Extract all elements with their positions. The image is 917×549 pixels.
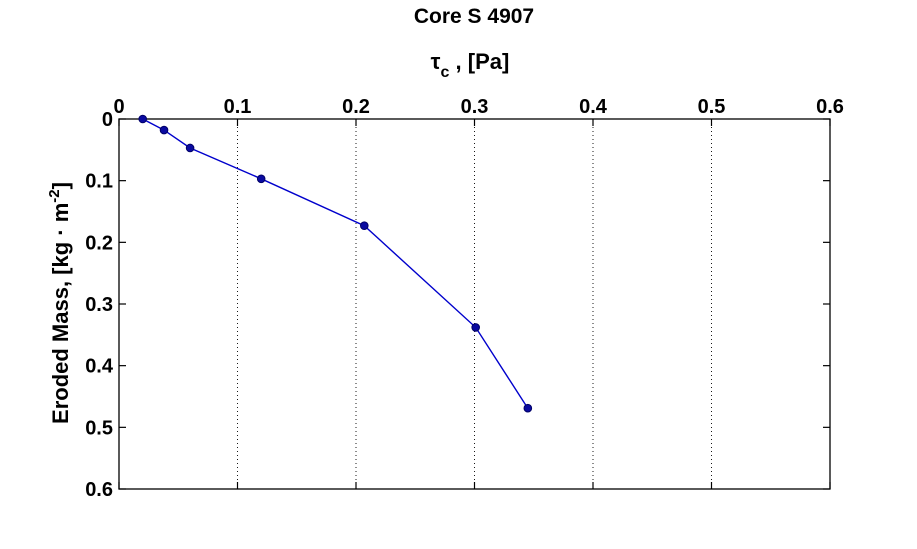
y-axis-label-superscript: -2 bbox=[46, 189, 63, 202]
x-tick-label: 0.6 bbox=[816, 96, 844, 118]
y-tick-label: 0 bbox=[102, 109, 113, 131]
y-axis-label-main: Eroded Mass, [kg · m bbox=[48, 203, 73, 424]
x-axis-label-subscript: c bbox=[441, 64, 450, 81]
data-point bbox=[256, 174, 266, 184]
x-tick-label: 0.5 bbox=[698, 96, 726, 118]
data-point bbox=[359, 221, 369, 230]
y-tick-label: 0.4 bbox=[85, 356, 114, 378]
chart-title: Core S 4907 bbox=[414, 5, 534, 28]
y-tick-label: 0.3 bbox=[85, 294, 113, 316]
data-point bbox=[159, 125, 169, 135]
series-line bbox=[142, 118, 529, 409]
x-tick-label: 0.1 bbox=[224, 96, 252, 118]
data-point bbox=[523, 403, 533, 413]
y-tick-label: 0.2 bbox=[85, 232, 113, 254]
data-series bbox=[138, 114, 533, 413]
grid-lines bbox=[237, 119, 712, 489]
y-tick-label: 0.5 bbox=[85, 417, 113, 439]
x-tick-label: 0 bbox=[113, 96, 124, 118]
y-tick-label: 0.6 bbox=[85, 479, 113, 501]
y-axis-label: Eroded Mass, [kg · m-2] bbox=[46, 182, 73, 424]
x-axis-label-unit: , [Pa] bbox=[449, 49, 509, 74]
y-axis-label-close: ] bbox=[48, 182, 73, 189]
x-tick-label: 0.2 bbox=[342, 96, 370, 118]
data-point bbox=[471, 323, 480, 332]
plot-area-frame bbox=[118, 118, 831, 490]
axis-ticks: 0 0.1 0.2 0.3 0.4 0.5 0.6 0 0.1 0.2 0.3 0.4 0.5 0.6 bbox=[85, 96, 844, 501]
y-tick-label: 0.1 bbox=[85, 171, 113, 193]
data-point bbox=[185, 143, 195, 153]
x-axis-label-symbol: τ bbox=[431, 49, 441, 74]
x-tick-label: 0.3 bbox=[461, 96, 489, 118]
x-tick-label: 0.4 bbox=[579, 96, 608, 118]
x-axis-label: τc , [Pa] bbox=[431, 49, 510, 81]
data-point bbox=[138, 114, 147, 124]
